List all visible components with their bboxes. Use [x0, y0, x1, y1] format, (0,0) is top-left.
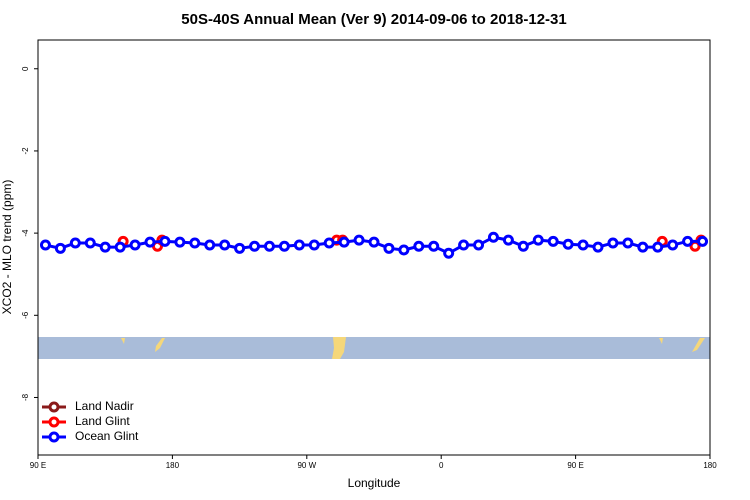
point [473, 239, 485, 251]
point [278, 240, 290, 252]
legend-marker [48, 416, 60, 428]
point [622, 237, 634, 249]
point [308, 239, 320, 251]
point [249, 240, 261, 252]
legend-marker [48, 401, 60, 413]
point [443, 247, 455, 259]
point [428, 240, 440, 252]
point [487, 231, 499, 243]
point [637, 241, 649, 253]
point [39, 239, 51, 251]
point [413, 240, 425, 252]
point [114, 241, 126, 253]
point [234, 242, 246, 254]
y-tick-label: 0 [21, 66, 30, 71]
point [517, 240, 529, 252]
point [682, 235, 694, 247]
point [293, 239, 305, 251]
x-axis-label: Longitude [348, 476, 401, 490]
point [458, 239, 470, 251]
point [667, 239, 679, 251]
point [592, 241, 604, 253]
x-tick-label: 0 [439, 461, 444, 470]
chart-title: 50S-40S Annual Mean (Ver 9) 2014-09-06 t… [181, 11, 566, 28]
point [353, 234, 365, 246]
point [652, 241, 664, 253]
point [99, 241, 111, 253]
y-tick-label: -8 [21, 393, 30, 401]
x-tick-label: 180 [166, 461, 180, 470]
y-tick-label: -6 [21, 311, 30, 319]
x-tick-label: 90 E [567, 461, 583, 470]
point [159, 235, 171, 247]
plot-frame [37, 39, 711, 456]
point [398, 244, 410, 256]
x-tick-label: 90 W [297, 461, 316, 470]
x-tick-label: 180 [703, 461, 717, 470]
legend-marker [48, 431, 60, 443]
point [607, 237, 619, 249]
y-tick-label: -2 [21, 147, 30, 155]
point [263, 240, 275, 252]
point [562, 238, 574, 250]
point [174, 236, 186, 248]
legend-label: Ocean Glint [75, 429, 139, 443]
point [577, 239, 589, 251]
point [54, 242, 66, 254]
legend-label: Land Glint [75, 414, 130, 428]
point [129, 239, 141, 251]
point [368, 236, 380, 248]
point [69, 237, 81, 249]
point [697, 235, 709, 247]
legend-label: Land Nadir [75, 399, 134, 413]
y-axis-label: XCO2 - MLO trend (ppm) [0, 180, 14, 315]
point [338, 236, 350, 248]
point [323, 237, 335, 249]
point [547, 235, 559, 247]
point [189, 237, 201, 249]
y-tick-label: -4 [21, 229, 30, 237]
point [532, 234, 544, 246]
point [383, 242, 395, 254]
point [219, 239, 231, 251]
point [84, 237, 96, 249]
point [204, 239, 216, 251]
point [502, 234, 514, 246]
point [144, 236, 156, 248]
x-tick-label: 90 E [30, 461, 46, 470]
map-strip [38, 337, 710, 359]
